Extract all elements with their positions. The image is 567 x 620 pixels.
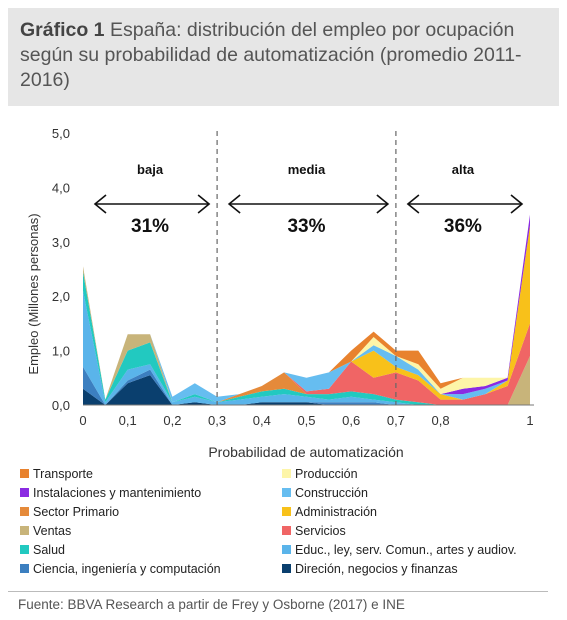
y-tick-label: 1,0 bbox=[52, 344, 70, 359]
legend-item-construccion: Construcción bbox=[282, 484, 368, 502]
zone-arrowhead-right bbox=[376, 194, 390, 214]
legend-label: Servicios bbox=[295, 524, 346, 538]
legend-swatch bbox=[282, 526, 291, 535]
zone-arrowhead-right bbox=[197, 194, 211, 214]
x-tick-label: 1 bbox=[526, 413, 533, 428]
series-area-produccion bbox=[83, 214, 530, 400]
legend-item-ciencia-ingenieria-y-computacion: Ciencia, ingeniería y computación bbox=[20, 560, 221, 578]
legend-item-transporte: Transporte bbox=[20, 465, 93, 483]
x-axis-label: Probabilidad de automatización bbox=[208, 444, 403, 460]
legend-label: Ciencia, ingeniería y computación bbox=[33, 562, 221, 576]
legend-swatch bbox=[20, 564, 29, 573]
legend-label: Construcción bbox=[295, 486, 368, 500]
legend-swatch bbox=[20, 507, 29, 516]
x-tick-label: 0,4 bbox=[253, 413, 271, 428]
series-area-transporte bbox=[83, 214, 530, 400]
x-tick-label: 0,8 bbox=[432, 413, 450, 428]
legend-item-servicios: Servicios bbox=[282, 522, 346, 540]
legend-item-sector-primario: Sector Primario bbox=[20, 503, 119, 521]
source-note: Fuente: BBVA Research a partir de Frey y… bbox=[18, 597, 405, 612]
zone-arrowhead-left bbox=[227, 194, 241, 214]
x-tick-label: 0,3 bbox=[208, 413, 226, 428]
zone-label-media: media bbox=[288, 162, 326, 177]
series-area-direcion-negocios-y-finanzas bbox=[83, 375, 530, 405]
zone-pct-baja: 31% bbox=[131, 216, 169, 237]
legend-swatch bbox=[282, 469, 291, 478]
y-tick-label: 3,0 bbox=[52, 235, 70, 250]
zone-label-alta: alta bbox=[452, 162, 475, 177]
legend-label: Sector Primario bbox=[33, 505, 120, 519]
zone-arrowhead-right bbox=[510, 194, 524, 214]
zone-pct-alta: 36% bbox=[444, 216, 482, 237]
chart-axes: 0,0 1,0 2,0 3,0 4,0 5,0 0 0,1 0,2 0,3 0,4 0,5 0,6 0,7… bbox=[52, 126, 534, 428]
x-tick-label: 0,7 bbox=[387, 413, 405, 428]
legend-label: Producción bbox=[295, 467, 358, 481]
legend-swatch bbox=[20, 545, 29, 554]
zone-label-baja: baja bbox=[137, 162, 164, 177]
y-tick-label: 0,0 bbox=[52, 398, 70, 413]
chart-zones: baja 31% media 33% alta 36% bbox=[93, 131, 524, 405]
x-tick-label: 0,1 bbox=[119, 413, 137, 428]
legend-swatch bbox=[282, 564, 291, 573]
legend-swatch bbox=[282, 545, 291, 554]
legend-label: Ventas bbox=[33, 524, 72, 538]
chart-title-rest: España: distribución del empleo por ocup… bbox=[20, 19, 522, 91]
legend-swatch bbox=[20, 488, 29, 497]
chart-title: Gráfico 1 España: distribución del emple… bbox=[20, 18, 550, 93]
legend-item-produccion: Producción bbox=[282, 465, 358, 483]
y-tick-label: 5,0 bbox=[52, 126, 70, 141]
x-tick-label: 0 bbox=[79, 413, 86, 428]
y-axis-label: Empleo (Millones personas) bbox=[26, 213, 41, 374]
zone-arrowhead-left bbox=[406, 194, 420, 214]
legend-swatch bbox=[20, 526, 29, 535]
chart-header: Gráfico 1 España: distribución del emple… bbox=[8, 8, 559, 106]
chart-title-bold: Gráfico 1 bbox=[20, 19, 105, 41]
x-tick-label: 0,6 bbox=[342, 413, 360, 428]
legend-label: Transporte bbox=[33, 467, 93, 481]
legend-swatch bbox=[282, 507, 291, 516]
x-tick-label: 0,2 bbox=[163, 413, 181, 428]
chart-areas bbox=[83, 214, 530, 405]
zone-pct-media: 33% bbox=[287, 216, 325, 237]
legend-label: Direción, negocios y finanzas bbox=[295, 562, 458, 576]
chart: 0,0 1,0 2,0 3,0 4,0 5,0 0 0,1 0,2 0,3 0,4 0,5 0,6 0,7… bbox=[26, 126, 534, 460]
legend-label: Salud bbox=[33, 543, 65, 557]
y-tick-label: 2,0 bbox=[52, 289, 70, 304]
legend-label: Administración bbox=[295, 505, 377, 519]
legend-label: Educ., ley, serv. Comun., artes y audiov… bbox=[295, 543, 517, 557]
footer-divider bbox=[8, 591, 548, 592]
y-tick-label: 4,0 bbox=[52, 180, 70, 195]
zone-arrowhead-left bbox=[93, 194, 107, 214]
legend-swatch bbox=[20, 469, 29, 478]
legend-item-ventas: Ventas bbox=[20, 522, 71, 540]
x-tick-label: 0,5 bbox=[297, 413, 315, 428]
legend-label: Instalaciones y mantenimiento bbox=[33, 486, 202, 500]
legend-item-administracion: Administración bbox=[282, 503, 377, 521]
legend-swatch bbox=[282, 488, 291, 497]
legend-item-salud: Salud bbox=[20, 541, 65, 559]
legend-item-educ-ley-serv-comun-artes-y-audiov: Educ., ley, serv. Comun., artes y audiov… bbox=[282, 541, 517, 559]
legend-item-instalaciones-y-mantenimiento: Instalaciones y mantenimiento bbox=[20, 484, 201, 502]
legend-item-direcion-negocios-y-finanzas: Direción, negocios y finanzas bbox=[282, 560, 458, 578]
